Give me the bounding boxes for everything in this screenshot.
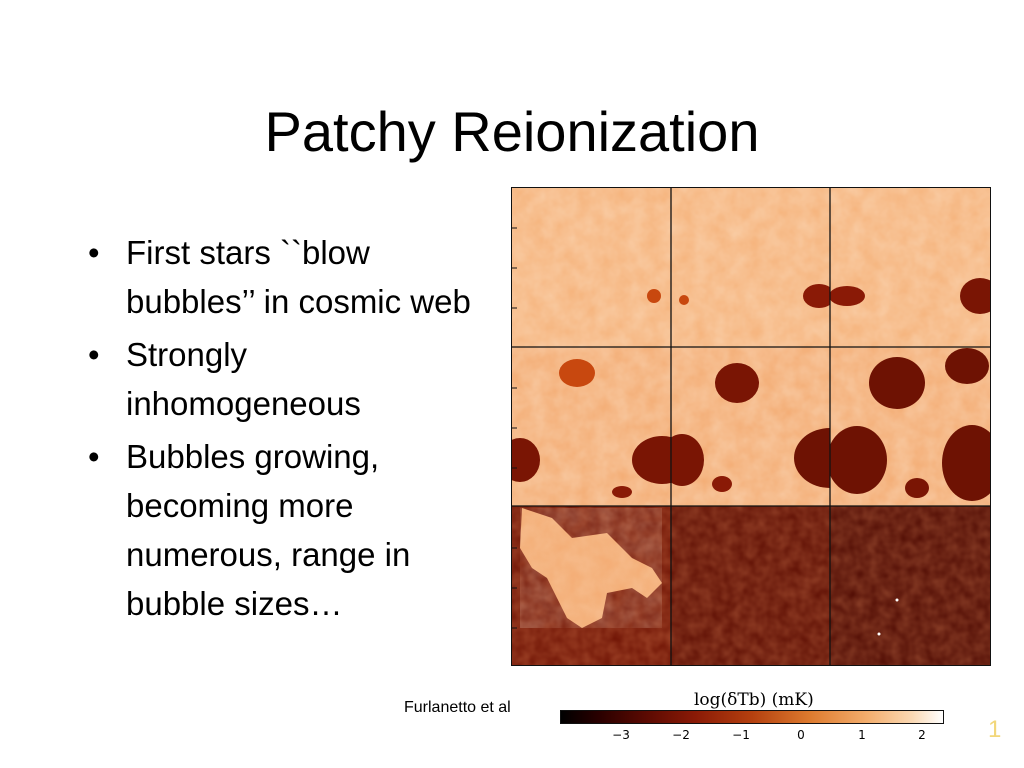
bullet-marker: • [88, 438, 100, 475]
panel-8 [671, 506, 830, 665]
colorbar-tick: 1 [858, 728, 866, 742]
panel-5 [671, 347, 830, 506]
bullet-item: • Strongly inhomogeneous [82, 330, 482, 428]
bullet-list: • First stars ``blow bubbles’’ in cosmic… [82, 228, 482, 632]
bullet-text: First stars ``blow bubbles’’ in cosmic w… [126, 234, 471, 320]
slide-number: 1 [988, 716, 1002, 743]
slide-title: Patchy Reionization [264, 100, 760, 163]
panel-7 [512, 506, 671, 665]
panel-grid-lines [512, 188, 990, 665]
panel-tick-marks [512, 227, 517, 629]
bullet-text: Bubbles growing, becoming more numerous,… [126, 438, 411, 622]
panel-9 [830, 506, 990, 665]
panel-4 [512, 347, 671, 506]
panel-6 [830, 347, 990, 506]
reionization-simulation-grid [511, 187, 991, 666]
colorbar-tick: −1 [732, 728, 750, 742]
figure-credit: Furlanetto et al [404, 699, 511, 716]
panel-1 [512, 188, 671, 347]
bullet-item: • Bubbles growing, becoming more numerou… [82, 432, 482, 628]
panel-3 [830, 188, 990, 347]
colorbar-tick: 0 [797, 728, 805, 742]
colorbar-label: log(δTb) (mK) [694, 690, 814, 710]
panel-2 [671, 188, 830, 347]
colorbar-tick: −3 [612, 728, 630, 742]
bullet-text: Strongly inhomogeneous [126, 336, 361, 422]
colorbar-tick: 2 [918, 728, 926, 742]
bullet-marker: • [88, 336, 100, 373]
bullet-marker: • [88, 234, 100, 271]
bullet-item: • First stars ``blow bubbles’’ in cosmic… [82, 228, 482, 326]
colorbar [560, 710, 944, 724]
colorbar-tick: −2 [672, 728, 690, 742]
